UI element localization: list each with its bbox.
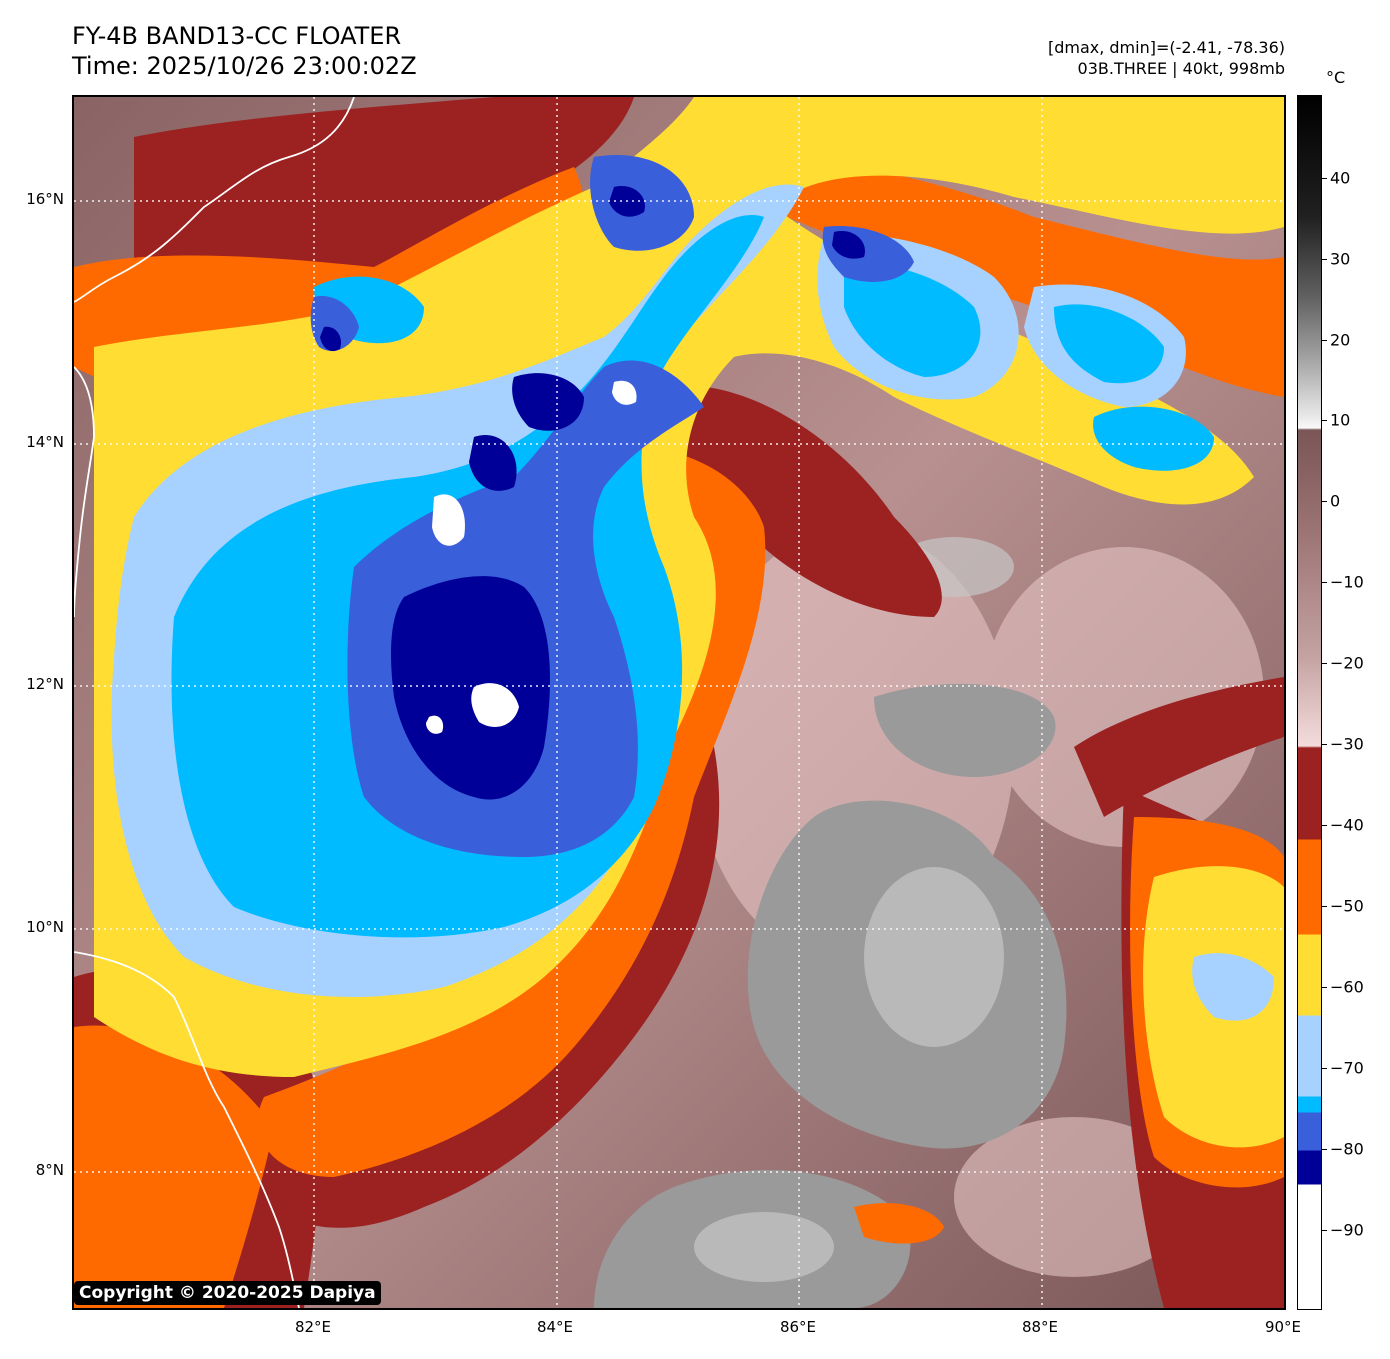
colorbar-tick	[1322, 1230, 1327, 1231]
colorbar-unit: °C	[1326, 68, 1346, 87]
colorbar-tick	[1322, 987, 1327, 988]
colorbar-tick	[1322, 663, 1327, 664]
colorbar-tick	[1322, 906, 1327, 907]
colorbar-tick	[1322, 340, 1327, 341]
colorbar-label-0: 0	[1330, 491, 1341, 511]
map-time: Time: 2025/10/26 23:00:02Z	[72, 52, 417, 80]
colorbar-label-m40: −40	[1330, 815, 1364, 835]
coastline	[74, 97, 355, 1308]
map-title: FY-4B BAND13-CC FLOATER	[72, 22, 402, 50]
lon-label-90e: 90°E	[1264, 1318, 1302, 1336]
map-gridlines	[74, 97, 1284, 1308]
colorbar-label-m10: −10	[1330, 572, 1364, 592]
lat-label-14n: 14°N	[26, 433, 64, 451]
copyright-badge: Copyright © 2020-2025 Dapiya	[74, 1281, 381, 1305]
lon-label-86e: 86°E	[779, 1318, 817, 1336]
colorbar-label-m80: −80	[1330, 1139, 1364, 1159]
colorbar-label-m60: −60	[1330, 977, 1364, 997]
colorbar-label-m20: −20	[1330, 653, 1364, 673]
colorbar-tick	[1322, 501, 1327, 502]
colorbar-label-10: 10	[1330, 410, 1351, 430]
colorbar-label-40: 40	[1330, 168, 1351, 188]
lon-label-84e: 84°E	[536, 1318, 574, 1336]
colorbar-tick	[1322, 1149, 1327, 1150]
lon-label-82e: 82°E	[294, 1318, 332, 1336]
colorbar-tick	[1322, 178, 1327, 179]
lat-label-12n: 12°N	[26, 675, 64, 693]
cloud-band-coldest-white	[426, 380, 637, 734]
colorbar-tick	[1322, 744, 1327, 745]
lat-label-10n: 10°N	[26, 918, 64, 936]
colorbar-tick	[1322, 825, 1327, 826]
colorbar-tick	[1322, 582, 1327, 583]
lat-label-8n: 8°N	[35, 1161, 64, 1179]
colorbar-label-20: 20	[1330, 330, 1351, 350]
colorbar-label-m50: −50	[1330, 896, 1364, 916]
satellite-imagery	[74, 97, 1284, 1308]
dmax-dmin-readout: [dmax, dmin]=(-2.41, -78.36)	[1047, 38, 1285, 57]
colorbar-tick	[1322, 1068, 1327, 1069]
lon-label-88e: 88°E	[1021, 1318, 1059, 1336]
colorbar-label-m30: −30	[1330, 734, 1364, 754]
lat-label-16n: 16°N	[26, 190, 64, 208]
colorbar-label-30: 30	[1330, 249, 1351, 269]
storm-info: 03B.THREE | 40kt, 998mb	[1077, 59, 1285, 78]
colorbar-label-m70: −70	[1330, 1058, 1364, 1078]
colorbar-tick	[1322, 259, 1327, 260]
colorbar-label-m90: −90	[1330, 1220, 1364, 1240]
colorbar-tick	[1322, 420, 1327, 421]
colorbar	[1297, 95, 1322, 1310]
cloud-band-navy	[320, 186, 865, 800]
satellite-map	[72, 95, 1286, 1310]
